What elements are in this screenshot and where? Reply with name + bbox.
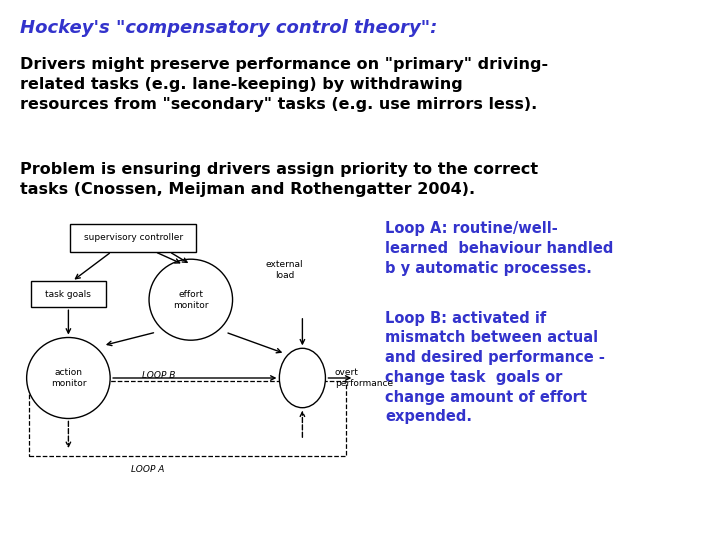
Text: effort
monitor: effort monitor bbox=[173, 289, 209, 310]
Ellipse shape bbox=[279, 348, 325, 408]
Text: LOOP A: LOOP A bbox=[131, 465, 164, 474]
Text: external
load: external load bbox=[266, 260, 303, 280]
Text: task goals: task goals bbox=[45, 290, 91, 299]
Text: Loop B: activated if
mismatch between actual
and desired performance -
change ta: Loop B: activated if mismatch between ac… bbox=[385, 310, 605, 424]
Text: Problem is ensuring drivers assign priority to the correct
tasks (Cnossen, Meijm: Problem is ensuring drivers assign prior… bbox=[20, 162, 539, 198]
Ellipse shape bbox=[149, 259, 233, 340]
FancyBboxPatch shape bbox=[30, 281, 107, 307]
Text: overt
performance: overt performance bbox=[335, 368, 393, 388]
Text: LOOP B: LOOP B bbox=[142, 371, 175, 380]
Text: action
monitor: action monitor bbox=[50, 368, 86, 388]
Ellipse shape bbox=[27, 338, 110, 418]
Text: Drivers might preserve performance on "primary" driving-
related tasks (e.g. lan: Drivers might preserve performance on "p… bbox=[20, 57, 549, 112]
Text: Hockey's "compensatory control theory":: Hockey's "compensatory control theory": bbox=[20, 19, 438, 37]
Text: Loop A: routine/well-
learned  behaviour handled
b y automatic processes.: Loop A: routine/well- learned behaviour … bbox=[385, 221, 613, 276]
Text: supervisory controller: supervisory controller bbox=[84, 233, 183, 242]
Bar bbox=[29, 381, 346, 456]
FancyBboxPatch shape bbox=[71, 224, 196, 252]
